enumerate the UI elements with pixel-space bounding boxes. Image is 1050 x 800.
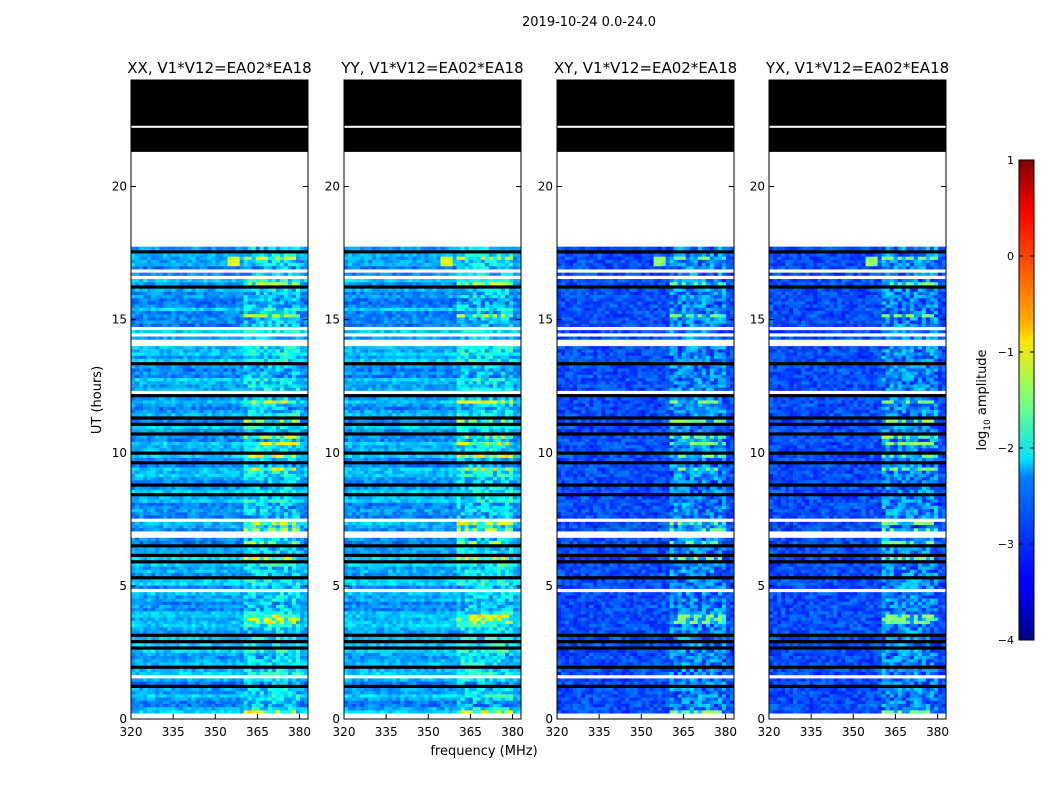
flagged-block — [557, 80, 734, 152]
x-tick-label: 320 — [758, 725, 781, 739]
y-tick-label: 15 — [325, 313, 340, 327]
x-tick-label: 380 — [714, 725, 737, 739]
panel-yy: YY, V1*V12=EA02*EA18 320 335 350 365 380 0 5 10 1… — [325, 59, 524, 739]
flagged-block — [769, 80, 946, 152]
flagged-gap-line — [344, 126, 521, 128]
colorbar-tick-label: −3 — [998, 538, 1014, 551]
figure-suptitle: 2019-10-24 0.0-24.0 — [522, 15, 656, 30]
x-tick-label: 380 — [288, 725, 311, 739]
heatmap-cells — [131, 247, 308, 717]
y-tick-label: 0 — [119, 712, 127, 726]
x-tick-label: 365 — [246, 725, 269, 739]
x-tick-label: 320 — [120, 725, 143, 739]
flagged-block — [344, 80, 521, 152]
colorbar-label: log10 amplitude — [975, 349, 993, 450]
x-tick-label: 350 — [417, 725, 440, 739]
x-tick-label: 380 — [501, 725, 524, 739]
y-tick-label: 10 — [112, 446, 127, 460]
colorbar-tick-label: −1 — [998, 346, 1014, 359]
y-tick-label: 15 — [538, 313, 553, 327]
panels-group: XX, V1*V12=EA02*EA18 320 335 350 365 380 0 5 10 1… — [112, 59, 949, 739]
x-tick-label: 365 — [884, 725, 907, 739]
panel-xy: XY, V1*V12=EA02*EA18 320 335 350 365 380 0 5 10 1… — [538, 59, 737, 739]
flagged-block — [131, 80, 308, 152]
figure: 2019-10-24 0.0-24.0 XX, V1*V12=EA02*EA18… — [0, 0, 1050, 800]
y-tick-label: 20 — [112, 180, 127, 194]
colorbar-tick-label: −4 — [998, 634, 1014, 647]
panel-title: YX, V1*V12=EA02*EA18 — [765, 59, 949, 77]
y-tick-label: 0 — [332, 712, 340, 726]
x-tick-label: 335 — [588, 725, 611, 739]
y-tick-label: 10 — [750, 446, 765, 460]
y-tick-label: 5 — [119, 579, 127, 593]
x-tick-label: 380 — [926, 725, 949, 739]
panel-title: XX, V1*V12=EA02*EA18 — [127, 59, 311, 77]
y-tick-label: 15 — [750, 313, 765, 327]
colorbar-label-suffix: amplitude — [975, 349, 990, 419]
y-tick-label: 15 — [112, 313, 127, 327]
y-tick-label: 0 — [757, 712, 765, 726]
x-tick-label: 365 — [459, 725, 482, 739]
flagged-gap-line — [131, 126, 308, 128]
x-tick-label: 335 — [375, 725, 398, 739]
colorbar-tick-label: 1 — [1007, 154, 1014, 167]
colorbar-gradient — [1019, 160, 1034, 640]
panel-xx: XX, V1*V12=EA02*EA18 320 335 350 365 380 0 5 10 1… — [112, 59, 312, 739]
x-tick-label: 320 — [546, 725, 569, 739]
panel-title: YY, V1*V12=EA02*EA18 — [340, 59, 523, 77]
y-tick-label: 0 — [545, 712, 553, 726]
flagged-gap-line — [769, 126, 946, 128]
x-tick-label: 335 — [800, 725, 823, 739]
heatmap-cells — [557, 247, 734, 717]
panel-yx: YX, V1*V12=EA02*EA18 320 335 350 365 380 0 5 10 1… — [750, 59, 949, 739]
x-tick-label: 320 — [333, 725, 356, 739]
y-tick-label: 5 — [332, 579, 340, 593]
colorbar-label-sub: 10 — [983, 419, 993, 431]
x-axis-label: frequency (MHz) — [430, 744, 537, 759]
y-tick-label: 20 — [750, 180, 765, 194]
x-tick-label: 350 — [630, 725, 653, 739]
y-axis-label: UT (hours) — [90, 366, 105, 434]
y-tick-label: 10 — [538, 446, 553, 460]
y-tick-label: 20 — [325, 180, 340, 194]
x-tick-label: 350 — [204, 725, 227, 739]
y-tick-label: 20 — [538, 180, 553, 194]
colorbar-tick-label: −2 — [998, 442, 1014, 455]
y-tick-label: 10 — [325, 446, 340, 460]
colorbar-label-prefix: log — [975, 431, 990, 451]
flagged-gap-line — [557, 126, 734, 128]
x-tick-label: 365 — [672, 725, 695, 739]
x-tick-label: 335 — [162, 725, 185, 739]
heatmap-cells — [769, 247, 946, 717]
y-tick-label: 5 — [545, 579, 553, 593]
y-tick-label: 5 — [757, 579, 765, 593]
panel-title: XY, V1*V12=EA02*EA18 — [554, 59, 737, 77]
colorbar-tick-label: 0 — [1007, 250, 1014, 263]
colorbar: 10−1−2−3−4 log10 amplitude — [975, 154, 1034, 647]
heatmap-cells — [344, 247, 521, 717]
x-tick-label: 350 — [842, 725, 865, 739]
